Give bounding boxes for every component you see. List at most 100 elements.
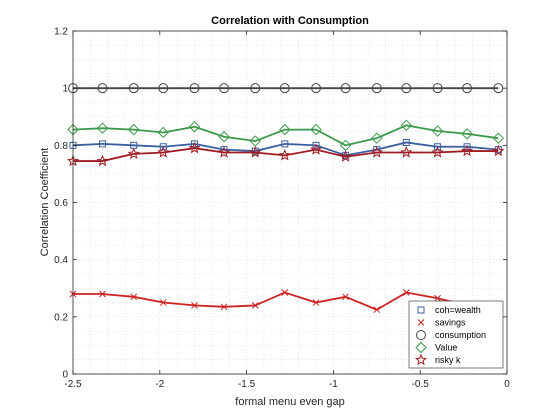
data-point <box>219 83 230 94</box>
data-point <box>157 126 169 139</box>
data-point <box>249 146 262 158</box>
data-point <box>281 140 289 148</box>
data-point <box>311 83 322 94</box>
data-point <box>97 83 108 94</box>
data-point <box>492 144 505 157</box>
data-point <box>189 83 200 94</box>
data-point <box>492 132 505 144</box>
series-line <box>72 141 499 157</box>
data-point <box>340 83 351 94</box>
data-point <box>159 143 167 151</box>
data-point <box>312 299 320 306</box>
data-point <box>431 125 444 137</box>
data-point <box>249 135 261 147</box>
data-point <box>130 293 138 301</box>
data-point <box>310 143 323 155</box>
y-tick-label: 0.4 <box>54 255 68 266</box>
legend-label: Value <box>435 343 457 353</box>
legend-label: coh=wealth <box>435 305 481 315</box>
legend: coh=wealth savings consumption Value risky k <box>408 300 504 369</box>
legend-label: consumption <box>435 330 486 340</box>
data-point <box>339 150 352 162</box>
x-tick-label: -0.5 <box>412 379 430 390</box>
y-tick-label: 0.8 <box>54 141 68 152</box>
legend-item: risky k <box>414 353 461 366</box>
legend-item: Value <box>415 341 457 354</box>
chart-title: Correlation with Consumption <box>211 15 369 27</box>
data-point <box>461 128 473 140</box>
y-tick-label: 0.6 <box>54 198 68 209</box>
data-point <box>99 140 107 148</box>
legend-item: consumption <box>416 330 486 340</box>
data-point <box>127 147 140 160</box>
data-point <box>188 121 201 133</box>
data-point <box>371 83 382 94</box>
x-tick-label: -2 <box>155 379 164 390</box>
data-point <box>371 132 383 144</box>
x-tick-label: 0 <box>504 379 510 390</box>
legend-item: savings <box>417 318 466 328</box>
data-point <box>218 131 230 143</box>
series-line <box>73 147 499 162</box>
data-point <box>96 122 109 134</box>
data-point <box>434 143 442 151</box>
legend-marker <box>417 319 425 326</box>
series-risky-k <box>66 141 505 167</box>
legend-marker <box>414 353 428 366</box>
legend-item: coh=wealth <box>417 305 481 315</box>
legend-label: savings <box>435 318 466 328</box>
data-point <box>128 123 140 136</box>
data-point <box>128 83 139 94</box>
data-point <box>461 144 474 157</box>
data-point <box>157 146 170 158</box>
y-tick-label: 0 <box>62 370 68 381</box>
legend-marker <box>416 330 426 340</box>
data-point <box>312 141 320 149</box>
data-point <box>462 83 473 94</box>
data-point <box>279 83 290 94</box>
legend-marker <box>415 341 427 354</box>
data-point <box>191 302 198 309</box>
data-point <box>402 138 410 146</box>
data-point <box>159 299 167 306</box>
data-point <box>99 290 106 298</box>
series-line <box>72 124 499 147</box>
legend-box <box>408 300 504 369</box>
data-point <box>432 83 443 94</box>
data-point <box>400 119 413 132</box>
y-tick-label: 0.2 <box>54 312 68 323</box>
data-point <box>220 303 228 311</box>
data-point <box>342 293 349 301</box>
series-savings <box>69 289 502 314</box>
data-point <box>401 83 412 94</box>
data-point <box>373 306 381 314</box>
data-point <box>431 146 444 158</box>
data-point <box>218 146 231 158</box>
data-point <box>278 148 291 161</box>
data-point <box>339 139 352 152</box>
data-point <box>158 83 169 94</box>
data-point <box>434 294 441 302</box>
data-point <box>370 146 383 158</box>
x-tick-label: -1 <box>329 379 338 390</box>
legend-label: risky k <box>435 355 461 365</box>
data-point <box>251 302 259 309</box>
data-point <box>250 83 261 94</box>
data-point <box>279 123 291 136</box>
x-tick-label: -1.5 <box>238 379 256 390</box>
legend-marker <box>417 306 425 314</box>
data-point <box>188 141 201 154</box>
data-point <box>310 123 322 136</box>
data-point <box>493 83 504 94</box>
axis-ticks: -2.5 -2 -1.5 -1 -0.5 0 0 0.2 0.4 0.6 0.8 1 1.2 <box>54 27 510 391</box>
data-point <box>96 154 109 167</box>
data-point <box>281 289 289 296</box>
data-point <box>191 140 199 148</box>
x-tick-label: -2.5 <box>64 379 82 390</box>
data-point <box>463 143 471 151</box>
data-point <box>400 146 413 158</box>
x-axis-label: formal menu even gap <box>235 396 344 408</box>
data-point <box>402 289 410 296</box>
y-tick-label: 1.2 <box>54 27 68 38</box>
